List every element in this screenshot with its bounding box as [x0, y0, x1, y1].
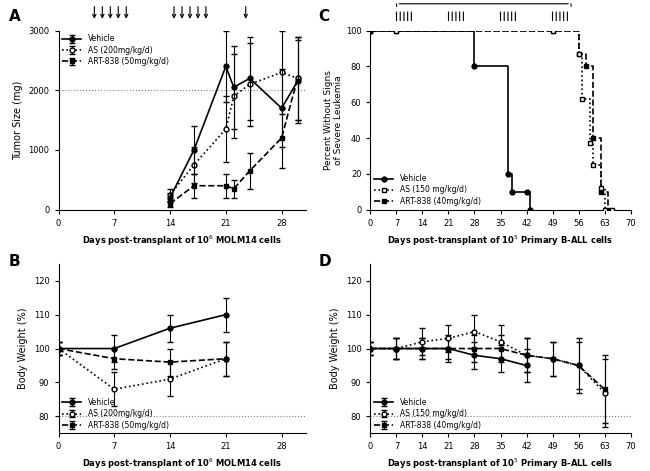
Legend: Vehicle, AS (150 mg/kg/d), ART-838 (40mg/kg/d): Vehicle, AS (150 mg/kg/d), ART-838 (40mg…	[371, 171, 484, 209]
Text: D: D	[318, 253, 331, 268]
Legend: Vehicle, AS (200mg/kg/d), ART-838 (50mg/kg/d): Vehicle, AS (200mg/kg/d), ART-838 (50mg/…	[59, 395, 172, 432]
Y-axis label: Body Weight (%): Body Weight (%)	[330, 308, 340, 390]
Text: C: C	[318, 9, 330, 24]
Legend: Vehicle, AS (150 mg/kg/d), ART-838 (40mg/kg/d): Vehicle, AS (150 mg/kg/d), ART-838 (40mg…	[371, 395, 484, 432]
X-axis label: Days post-transplant of 10$^5$ Primary B-ALL cells: Days post-transplant of 10$^5$ Primary B…	[387, 233, 614, 248]
X-axis label: Days post-transplant of 10$^6$ MOLM14 cells: Days post-transplant of 10$^6$ MOLM14 ce…	[82, 457, 282, 471]
X-axis label: Days post-transplant of 10$^5$ Primary B-ALL cells: Days post-transplant of 10$^5$ Primary B…	[387, 457, 614, 471]
Legend: Vehicle, AS (200mg/kg/d), ART-838 (50mg/kg/d): Vehicle, AS (200mg/kg/d), ART-838 (50mg/…	[59, 32, 172, 69]
Y-axis label: Tumor Size (mg): Tumor Size (mg)	[13, 81, 23, 160]
X-axis label: Days post-transplant of 10$^6$ MOLM14 cells: Days post-transplant of 10$^6$ MOLM14 ce…	[82, 233, 282, 248]
Y-axis label: Percent Without Signs
of Severe Leukemia: Percent Without Signs of Severe Leukemia	[324, 70, 343, 170]
Y-axis label: Body Weight (%): Body Weight (%)	[18, 308, 28, 390]
Text: A: A	[9, 9, 21, 24]
Text: B: B	[9, 253, 21, 268]
